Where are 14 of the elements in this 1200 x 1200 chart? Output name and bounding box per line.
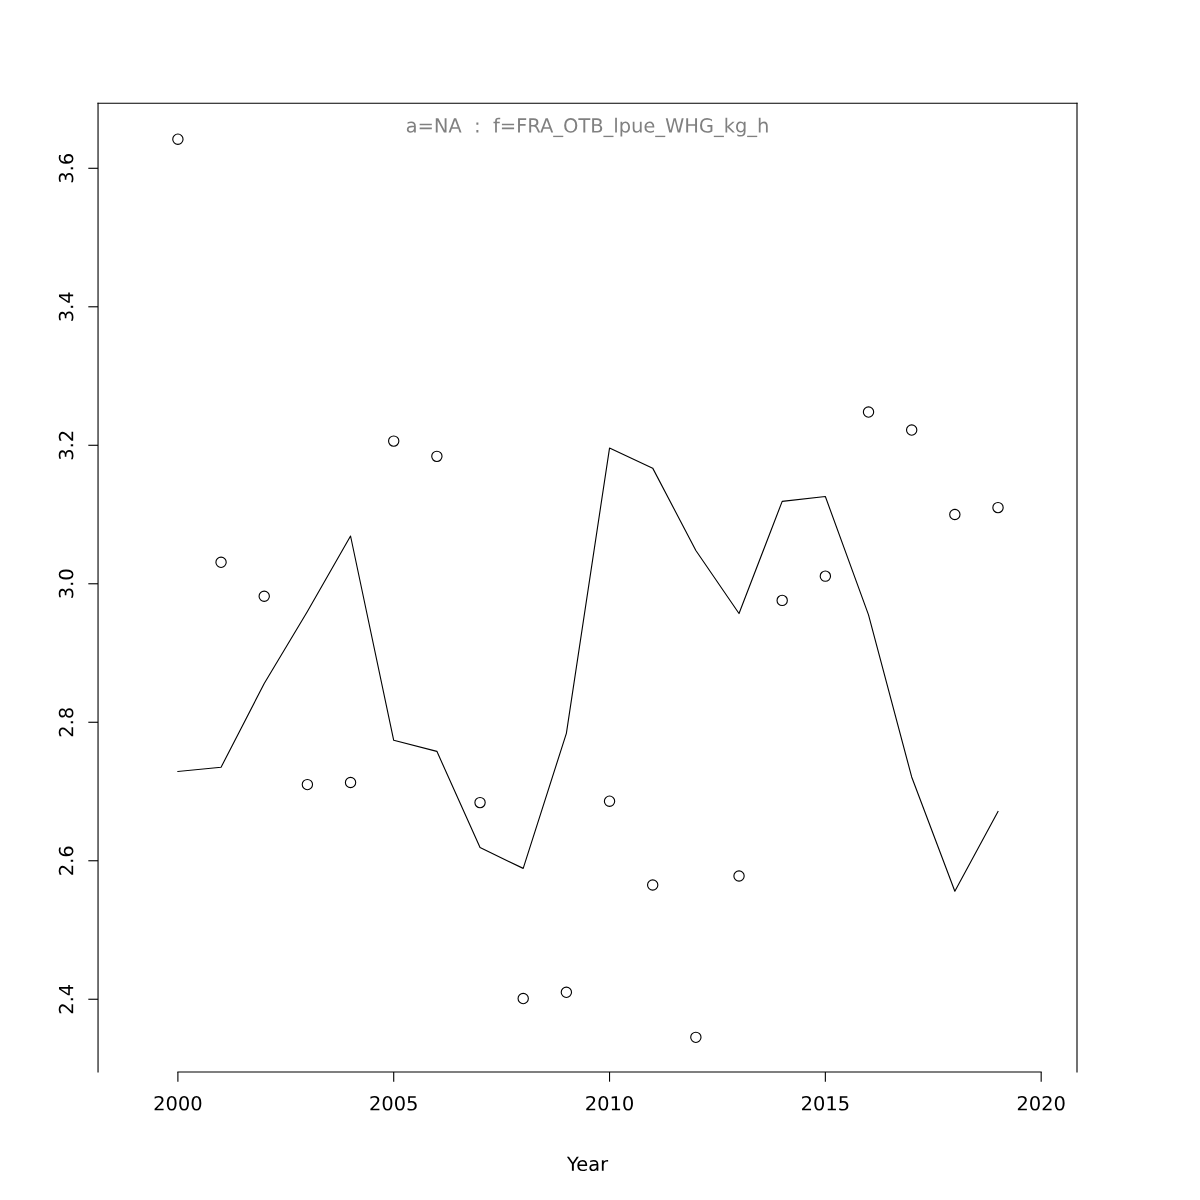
y-tick-label: 3.6: [58, 154, 74, 183]
y-tick-label: 3.4: [58, 292, 74, 321]
x-tick-label: 2020: [1017, 1095, 1065, 1111]
y-tick-label: 2.8: [58, 708, 74, 737]
x-tick-label: 2010: [586, 1095, 633, 1111]
text: a=NA : f=FRA_OTB_lpue_WHG_kg_h: [406, 117, 768, 138]
y-tick-label: 2.6: [58, 846, 74, 875]
y-tick-label: 2.4: [58, 984, 74, 1014]
y-tick-label: 3.2: [58, 431, 74, 460]
x-tick-label: 2000: [154, 1095, 202, 1111]
x-tick-label: 2005: [370, 1095, 417, 1111]
x-axis-title: Year: [566, 1156, 609, 1172]
y-tick-label: 3.0: [58, 569, 74, 598]
x-tick-label: 2015: [802, 1095, 849, 1111]
